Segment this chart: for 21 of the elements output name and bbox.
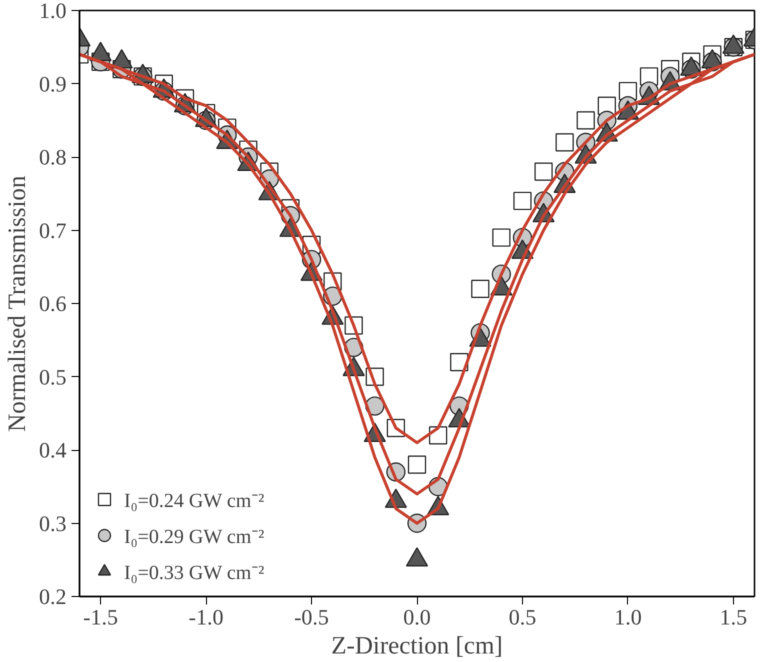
x-tick-label: 1.5	[720, 604, 748, 630]
x-tick-label: 0.0	[403, 604, 431, 630]
y-tick-label: 0.2	[39, 584, 66, 609]
y-tick-label: 0.3	[39, 510, 66, 536]
x-tick-label: -1.5	[83, 604, 118, 630]
x-tick-label: 1.0	[614, 604, 642, 630]
legend-label: I₀=0.24 GW cm⁻²	[124, 488, 264, 512]
y-tick-label: 0.7	[39, 218, 66, 243]
y-tick-label: 0.5	[39, 364, 66, 390]
y-tick-label: 1.0	[39, 0, 66, 23]
y-tick-label: 0.6	[39, 291, 66, 316]
legend-label: I₀=0.29 GW cm⁻²	[124, 524, 264, 548]
y-axis-title: Normalised Transmission	[4, 175, 31, 432]
x-tick-label: 0.5	[508, 604, 536, 630]
x-tick-label: -1.0	[188, 604, 224, 630]
y-tick-label: 0.8	[39, 144, 66, 170]
y-tick-label: 0.9	[39, 71, 66, 96]
x-axis-title: Z-Direction [cm]	[331, 632, 503, 660]
legend-label: I₀=0.33 GW cm⁻²	[124, 560, 264, 584]
x-tick-label: -0.5	[294, 604, 329, 630]
y-tick-label: 0.4	[39, 438, 66, 462]
